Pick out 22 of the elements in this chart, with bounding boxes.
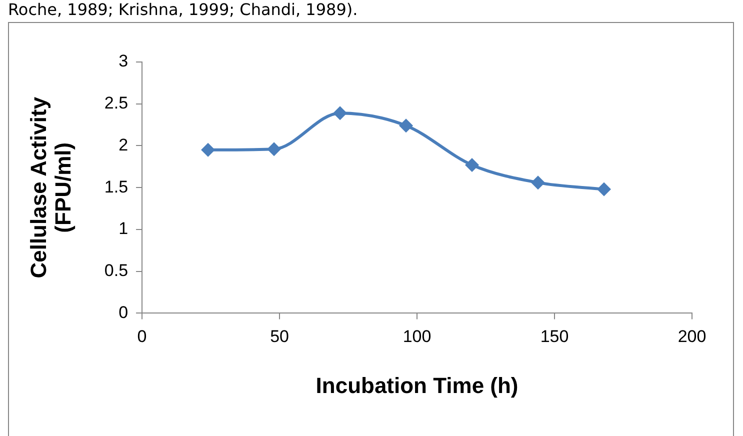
- y-axis-title: Cellulase Activity (FPU/ml): [26, 96, 76, 278]
- y-tick-label: 2.5: [104, 94, 128, 113]
- x-axis-title: Incubation Time (h): [316, 372, 518, 398]
- y-tick-label: 1: [118, 219, 128, 238]
- y-tick-label: 0: [118, 302, 128, 322]
- x-tick-label: 100: [402, 327, 432, 346]
- y-tick-label: 0.5: [104, 261, 128, 280]
- x-tick-label: 0: [137, 327, 147, 346]
- point: [399, 118, 414, 133]
- x-tick-label: 50: [270, 327, 289, 346]
- point: [333, 106, 348, 120]
- point: [267, 142, 282, 156]
- x-tick-label: 150: [540, 327, 569, 346]
- point: [465, 158, 480, 172]
- y-tick-label: 2: [118, 135, 128, 154]
- y-tick-label: 1.5: [104, 177, 128, 196]
- point: [597, 182, 612, 196]
- y-tick-label: 3: [118, 52, 128, 71]
- text: Roche, 1989; Krishna, 1999; Chandi, 1989).: [8, 0, 358, 19]
- point: [531, 176, 546, 190]
- point: [201, 142, 216, 157]
- x-tick-label: 200: [678, 327, 706, 346]
